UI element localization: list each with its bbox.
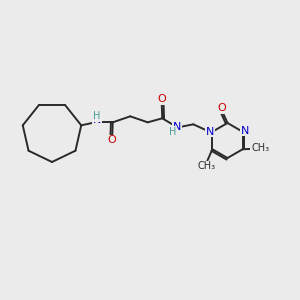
Text: CH₃: CH₃ [198,161,216,171]
Text: N: N [172,122,181,132]
Text: CH₃: CH₃ [251,143,269,153]
Text: O: O [218,103,226,113]
Text: N: N [93,115,101,125]
Text: H: H [169,127,176,137]
Text: O: O [158,94,166,104]
Text: H: H [93,111,100,121]
Text: N: N [206,127,214,137]
Text: O: O [108,135,117,145]
Text: N: N [241,126,249,136]
